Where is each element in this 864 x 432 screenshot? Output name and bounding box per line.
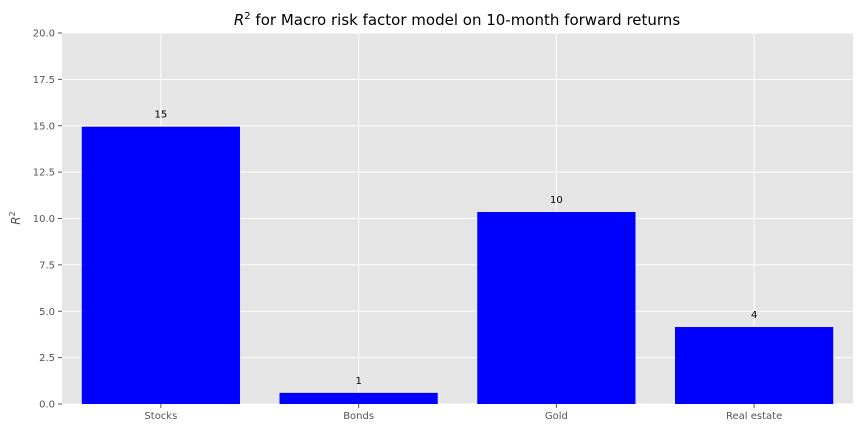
data-label: 15 xyxy=(155,110,168,121)
data-label: 10 xyxy=(550,195,563,206)
y-tick-label: 10.0 xyxy=(33,214,55,225)
y-tick-label: 15.0 xyxy=(33,121,55,132)
x-tick-label: Gold xyxy=(545,411,568,422)
y-tick-label: 20.0 xyxy=(33,29,55,40)
bars: 15 1 10 4 xyxy=(81,110,834,405)
bar-real-estate xyxy=(675,327,834,404)
chart-title-rest: for Macro risk factor model on 10-month … xyxy=(251,11,681,29)
x-axis: Stocks Bonds Gold Real estate xyxy=(144,404,782,422)
chart-title: R2 for Macro risk factor model on 10-mon… xyxy=(234,11,680,29)
bar-bonds xyxy=(279,392,438,404)
y-tick-label: 5.0 xyxy=(39,307,55,318)
x-tick-label: Bonds xyxy=(343,411,374,422)
x-tick-label: Stocks xyxy=(144,411,177,422)
y-axis-label-superscript: 2 xyxy=(8,211,17,216)
chart-title-superscript: 2 xyxy=(244,11,250,22)
x-tick-label: Real estate xyxy=(726,411,782,422)
y-tick-label: 7.5 xyxy=(39,260,55,271)
data-label: 1 xyxy=(355,376,361,387)
bar-stocks xyxy=(81,126,240,405)
y-tick-label: 17.5 xyxy=(33,75,55,86)
y-tick-label: 0.0 xyxy=(39,400,55,411)
y-axis-label-base: R xyxy=(9,216,23,224)
y-tick-label: 12.5 xyxy=(33,168,55,179)
chart-title-base: R xyxy=(234,11,244,29)
bar-gold xyxy=(477,212,636,404)
y-tick-label: 2.5 xyxy=(39,353,55,364)
y-axis: 0.0 2.5 5.0 7.5 10.0 12.5 15.0 17.5 20.0 xyxy=(33,29,62,411)
y-axis-label: R2 xyxy=(8,211,23,224)
data-label: 4 xyxy=(751,310,757,321)
